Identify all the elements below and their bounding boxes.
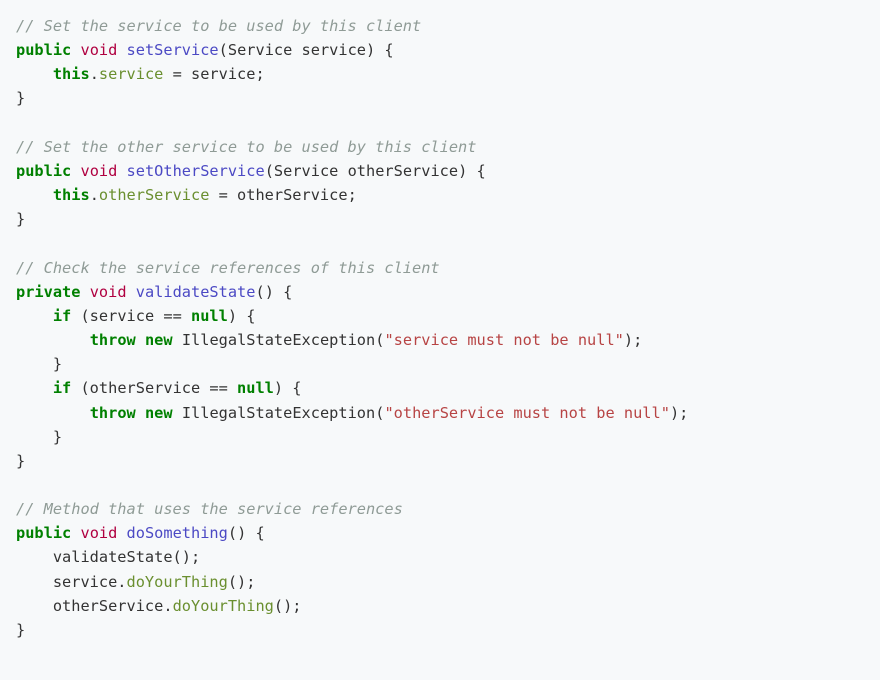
token-plain: () { xyxy=(228,524,265,542)
token-keyword: public xyxy=(16,524,71,542)
token-plain: IllegalStateException( xyxy=(173,404,385,422)
token-plain xyxy=(117,162,126,180)
token-plain xyxy=(136,331,145,349)
token-plain: . xyxy=(90,65,99,83)
token-methoddef: doSomething xyxy=(127,524,228,542)
token-plain: ) { xyxy=(228,307,256,325)
token-keyword: this xyxy=(53,186,90,204)
token-plain xyxy=(16,186,53,204)
token-methoddef: setOtherService xyxy=(127,162,265,180)
token-method: doYourThing xyxy=(173,597,274,615)
token-keyword: throw xyxy=(90,331,136,349)
token-plain: (service == xyxy=(71,307,191,325)
token-plain: ) { xyxy=(274,379,302,397)
code-line: // Check the service references of this … xyxy=(16,259,440,277)
token-plain: } xyxy=(16,355,62,373)
code-line: throw new IllegalStateException("service… xyxy=(16,331,642,349)
token-method: doYourThing xyxy=(127,573,228,591)
token-type: void xyxy=(80,162,117,180)
code-line: } xyxy=(16,89,25,107)
token-member: otherService xyxy=(99,186,210,204)
token-plain: (Service service) { xyxy=(219,41,394,59)
token-plain xyxy=(80,283,89,301)
token-plain: = otherService; xyxy=(209,186,356,204)
code-line: } xyxy=(16,428,62,446)
token-member: service xyxy=(99,65,163,83)
token-plain: IllegalStateException( xyxy=(173,331,385,349)
token-type: void xyxy=(80,41,117,59)
code-line: // Set the other service to be used by t… xyxy=(16,138,476,156)
token-methoddef: validateState xyxy=(136,283,256,301)
token-plain: () { xyxy=(255,283,292,301)
code-line: if (service == null) { xyxy=(16,307,255,325)
code-line: public void setService(Service service) … xyxy=(16,41,394,59)
code-block: // Set the service to be used by this cl… xyxy=(0,0,880,656)
token-string: "otherService must not be null" xyxy=(384,404,670,422)
token-plain: (); xyxy=(274,597,302,615)
token-keyword: new xyxy=(145,331,173,349)
token-plain: } xyxy=(16,428,62,446)
code-line: } xyxy=(16,210,25,228)
token-plain: } xyxy=(16,621,25,639)
code-line: // Method that uses the service referenc… xyxy=(16,500,403,518)
token-plain: ); xyxy=(624,331,642,349)
token-plain: (Service otherService) { xyxy=(265,162,486,180)
code-line: if (otherService == null) { xyxy=(16,379,302,397)
token-keyword: public xyxy=(16,41,71,59)
token-plain: (otherService == xyxy=(71,379,237,397)
token-plain: = service; xyxy=(163,65,264,83)
token-plain xyxy=(16,65,53,83)
token-plain: otherService. xyxy=(16,597,173,615)
token-keyword: throw xyxy=(90,404,136,422)
token-comment: // Method that uses the service referenc… xyxy=(16,500,403,518)
token-keyword: if xyxy=(53,307,71,325)
token-plain xyxy=(136,404,145,422)
token-plain: ); xyxy=(670,404,688,422)
code-line: validateState(); xyxy=(16,548,200,566)
token-type: void xyxy=(80,524,117,542)
token-comment: // Set the other service to be used by t… xyxy=(16,138,476,156)
token-keyword: public xyxy=(16,162,71,180)
token-plain xyxy=(16,307,53,325)
token-plain xyxy=(117,41,126,59)
code-line: public void setOtherService(Service othe… xyxy=(16,162,486,180)
token-plain: validateState(); xyxy=(16,548,200,566)
token-plain xyxy=(16,404,90,422)
code-line: public void doSomething() { xyxy=(16,524,265,542)
token-comment: // Set the service to be used by this cl… xyxy=(16,17,421,35)
code-line: } xyxy=(16,452,25,470)
token-keyword: null xyxy=(237,379,274,397)
token-plain xyxy=(127,283,136,301)
token-keyword: this xyxy=(53,65,90,83)
token-keyword: if xyxy=(53,379,71,397)
code-line: private void validateState() { xyxy=(16,283,292,301)
code-line: service.doYourThing(); xyxy=(16,573,255,591)
code-line: throw new IllegalStateException("otherSe… xyxy=(16,404,688,422)
token-plain: } xyxy=(16,89,25,107)
token-keyword: new xyxy=(145,404,173,422)
token-plain xyxy=(16,379,53,397)
token-string: "service must not be null" xyxy=(384,331,623,349)
token-type: void xyxy=(90,283,127,301)
token-plain xyxy=(16,331,90,349)
token-plain: service. xyxy=(16,573,127,591)
token-plain: . xyxy=(90,186,99,204)
token-keyword: private xyxy=(16,283,80,301)
code-line: } xyxy=(16,621,25,639)
token-comment: // Check the service references of this … xyxy=(16,259,440,277)
token-plain: } xyxy=(16,452,25,470)
token-keyword: null xyxy=(191,307,228,325)
code-line: } xyxy=(16,355,62,373)
code-line: otherService.doYourThing(); xyxy=(16,597,302,615)
token-plain: } xyxy=(16,210,25,228)
code-line: this.service = service; xyxy=(16,65,265,83)
code-line: // Set the service to be used by this cl… xyxy=(16,17,421,35)
token-methoddef: setService xyxy=(127,41,219,59)
token-plain: (); xyxy=(228,573,256,591)
token-plain xyxy=(117,524,126,542)
code-line: this.otherService = otherService; xyxy=(16,186,357,204)
